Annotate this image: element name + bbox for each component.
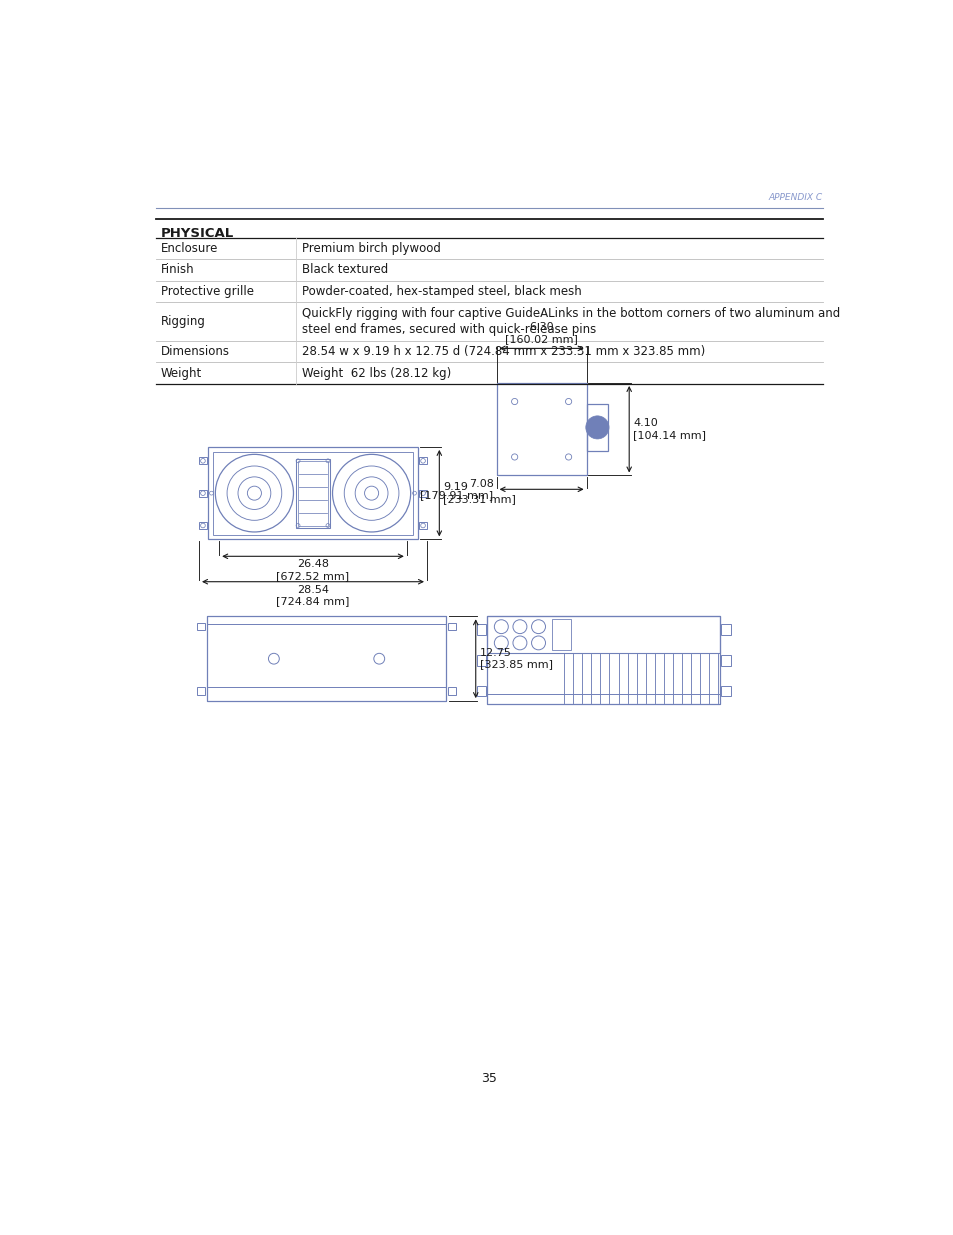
Text: APPENDIX C: APPENDIX C: [768, 193, 822, 201]
Bar: [476, 655, 485, 666]
Bar: [418, 490, 427, 496]
Bar: [487, 694, 720, 704]
Text: Black textured: Black textured: [302, 263, 388, 277]
Text: Weight: Weight: [161, 367, 202, 379]
Text: Finish: Finish: [161, 263, 194, 277]
Text: 7.08
[179.91 mm]: 7.08 [179.91 mm]: [420, 478, 493, 500]
Circle shape: [585, 416, 608, 438]
Bar: [447, 687, 456, 695]
Bar: [487, 616, 720, 704]
Text: Premium birch plywood: Premium birch plywood: [302, 242, 440, 254]
Bar: [720, 624, 730, 635]
Text: Enclosure: Enclosure: [161, 242, 218, 254]
Text: Dimensions: Dimensions: [161, 345, 230, 358]
Text: Protective grille: Protective grille: [161, 285, 253, 298]
Bar: [196, 622, 205, 630]
Bar: [418, 457, 427, 464]
Bar: [497, 383, 586, 475]
Text: QuickFly rigging with four captive GuideALinks in the bottom corners of two alum: QuickFly rigging with four captive Guide…: [302, 308, 840, 320]
Bar: [207, 616, 446, 701]
Text: steel end frames, secured with quick-release pins: steel end frames, secured with quick-rel…: [302, 324, 596, 336]
Bar: [295, 458, 330, 527]
Bar: [207, 616, 446, 624]
Text: 28.54 w x 9.19 h x 12.75 d (724.84 mm x 233.31 mm x 323.85 mm): 28.54 w x 9.19 h x 12.75 d (724.84 mm x …: [302, 345, 704, 358]
Bar: [207, 687, 446, 701]
Bar: [720, 655, 730, 666]
Text: 35: 35: [480, 1072, 497, 1086]
Bar: [720, 685, 730, 697]
Bar: [418, 522, 427, 529]
Bar: [476, 685, 485, 697]
Bar: [552, 620, 571, 650]
Text: 6.30
[160.02 mm]: 6.30 [160.02 mm]: [505, 322, 578, 343]
Text: 9.19
[233.31 mm]: 9.19 [233.31 mm]: [443, 483, 516, 504]
Bar: [586, 404, 608, 451]
Bar: [297, 461, 328, 526]
Text: 28.54
[724.84 mm]: 28.54 [724.84 mm]: [276, 585, 350, 606]
Bar: [199, 490, 207, 496]
Bar: [213, 452, 413, 535]
Bar: [196, 687, 205, 695]
Text: Weight  62 lbs (28.12 kg): Weight 62 lbs (28.12 kg): [302, 367, 451, 379]
Bar: [199, 457, 207, 464]
Text: 12.75
[323.85 mm]: 12.75 [323.85 mm]: [479, 648, 552, 669]
Text: Powder-coated, hex-stamped steel, black mesh: Powder-coated, hex-stamped steel, black …: [302, 285, 581, 298]
Text: Rigging: Rigging: [161, 315, 206, 329]
Bar: [208, 447, 417, 540]
Text: 4.10
[104.14 mm]: 4.10 [104.14 mm]: [633, 419, 705, 440]
Bar: [476, 624, 485, 635]
Bar: [447, 622, 456, 630]
Text: 26.48
[672.52 mm]: 26.48 [672.52 mm]: [276, 559, 349, 580]
Bar: [199, 522, 207, 529]
Bar: [487, 616, 720, 653]
Text: PHYSICAL: PHYSICAL: [160, 227, 233, 240]
